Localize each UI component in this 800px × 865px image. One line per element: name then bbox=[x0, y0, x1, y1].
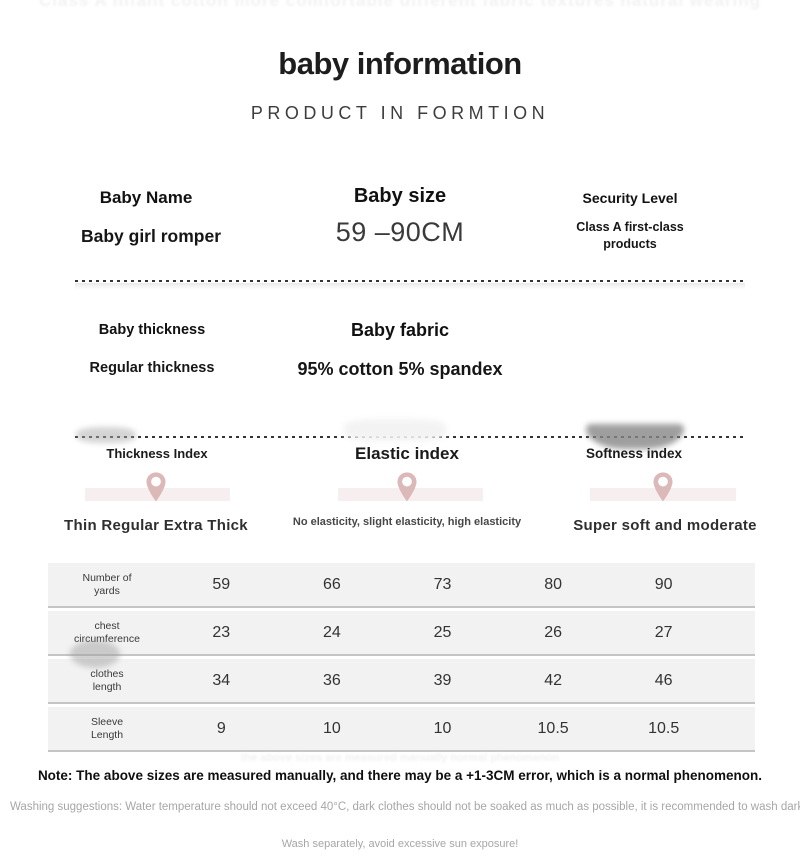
table-cell: 23 bbox=[212, 623, 231, 641]
table-cell: 66 bbox=[322, 575, 341, 593]
size-table: Number of yards 59 66 73 80 90 chest cir… bbox=[48, 563, 755, 755]
ghost-text-top: Class A infant cotton more comfortable d… bbox=[38, 0, 762, 10]
table-cell: 10 bbox=[322, 719, 341, 737]
divider-shadow bbox=[75, 283, 745, 290]
baby-size-label: Baby size bbox=[353, 185, 447, 207]
location-pin-icon bbox=[653, 472, 673, 502]
table-cell: 9 bbox=[216, 719, 226, 737]
thickness-index-label: Thickness Index bbox=[106, 446, 208, 461]
table-cell: 25 bbox=[433, 623, 452, 641]
baby-name-label: Baby Name bbox=[99, 188, 193, 207]
table-cell: 42 bbox=[544, 671, 562, 689]
smudge-artifact-middle bbox=[344, 419, 446, 441]
baby-thickness-label: Baby thickness bbox=[98, 322, 206, 338]
row-header: Sleeve Length bbox=[90, 715, 124, 741]
dashed-divider-top bbox=[75, 280, 745, 282]
elastic-index-label: Elastic index bbox=[355, 444, 459, 463]
table-cell: 73 bbox=[433, 575, 452, 593]
baby-name-value: Baby girl romper bbox=[80, 226, 222, 246]
table-cell: 59 bbox=[212, 575, 231, 593]
softness-scale-text: Super soft and moderate bbox=[573, 517, 757, 534]
baby-thickness-value: Regular thickness bbox=[89, 360, 215, 376]
security-level-label: Security Level bbox=[582, 190, 678, 206]
row-header: Number of yards bbox=[82, 571, 132, 597]
row-header: clothes length bbox=[90, 667, 124, 693]
table-cell: 10 bbox=[433, 719, 452, 737]
softness-index-label: Softness index bbox=[585, 446, 683, 461]
location-pin-icon bbox=[146, 472, 166, 502]
table-cell: 27 bbox=[654, 623, 673, 641]
measurement-note: Note: The above sizes are measured manua… bbox=[37, 768, 763, 783]
table-cell: 46 bbox=[654, 671, 673, 689]
security-level-value: Class A first-class products bbox=[576, 220, 684, 251]
table-cell: 80 bbox=[544, 575, 562, 593]
table-cell: 34 bbox=[212, 671, 231, 689]
baby-size-value: 59 –90CM bbox=[335, 217, 465, 247]
table-cell: 39 bbox=[433, 671, 452, 689]
page-title: baby information bbox=[278, 46, 522, 81]
table-cell: 24 bbox=[322, 623, 341, 641]
smudge-artifact-table bbox=[70, 640, 120, 668]
table-row: Number of yards 59 66 73 80 90 bbox=[48, 563, 755, 608]
row-header: chest circumference bbox=[74, 619, 140, 645]
thickness-scale-text: Thin Regular Extra Thick bbox=[64, 517, 248, 534]
table-cell: 36 bbox=[322, 671, 341, 689]
sun-exposure-note: Wash separately, avoid excessive sun exp… bbox=[281, 838, 519, 850]
smudge-artifact-right bbox=[586, 424, 684, 449]
table-cell: 26 bbox=[544, 623, 562, 641]
smudge-artifact-left bbox=[76, 427, 136, 443]
baby-fabric-value: 95% cotton 5% spandex bbox=[297, 359, 503, 379]
page-subtitle: PRODUCT IN FORMTION bbox=[250, 103, 550, 123]
table-cell: 10.5 bbox=[537, 719, 569, 737]
table-cell: 90 bbox=[654, 575, 673, 593]
table-row: clothes length 34 36 39 42 46 bbox=[48, 659, 755, 704]
washing-suggestions: Washing suggestions: Water temperature s… bbox=[10, 801, 800, 813]
table-cell: 10.5 bbox=[648, 719, 680, 737]
ghost-text-above-note: the above sizes are measured manually no… bbox=[240, 752, 560, 764]
table-row: chest circumference 23 24 25 26 27 bbox=[48, 611, 755, 656]
elastic-scale-text: No elasticity, slight elasticity, high e… bbox=[292, 516, 522, 528]
location-pin-icon bbox=[397, 472, 417, 502]
table-row: Sleeve Length 9 10 10 10.5 10.5 bbox=[48, 707, 755, 752]
baby-fabric-label: Baby fabric bbox=[350, 320, 450, 340]
